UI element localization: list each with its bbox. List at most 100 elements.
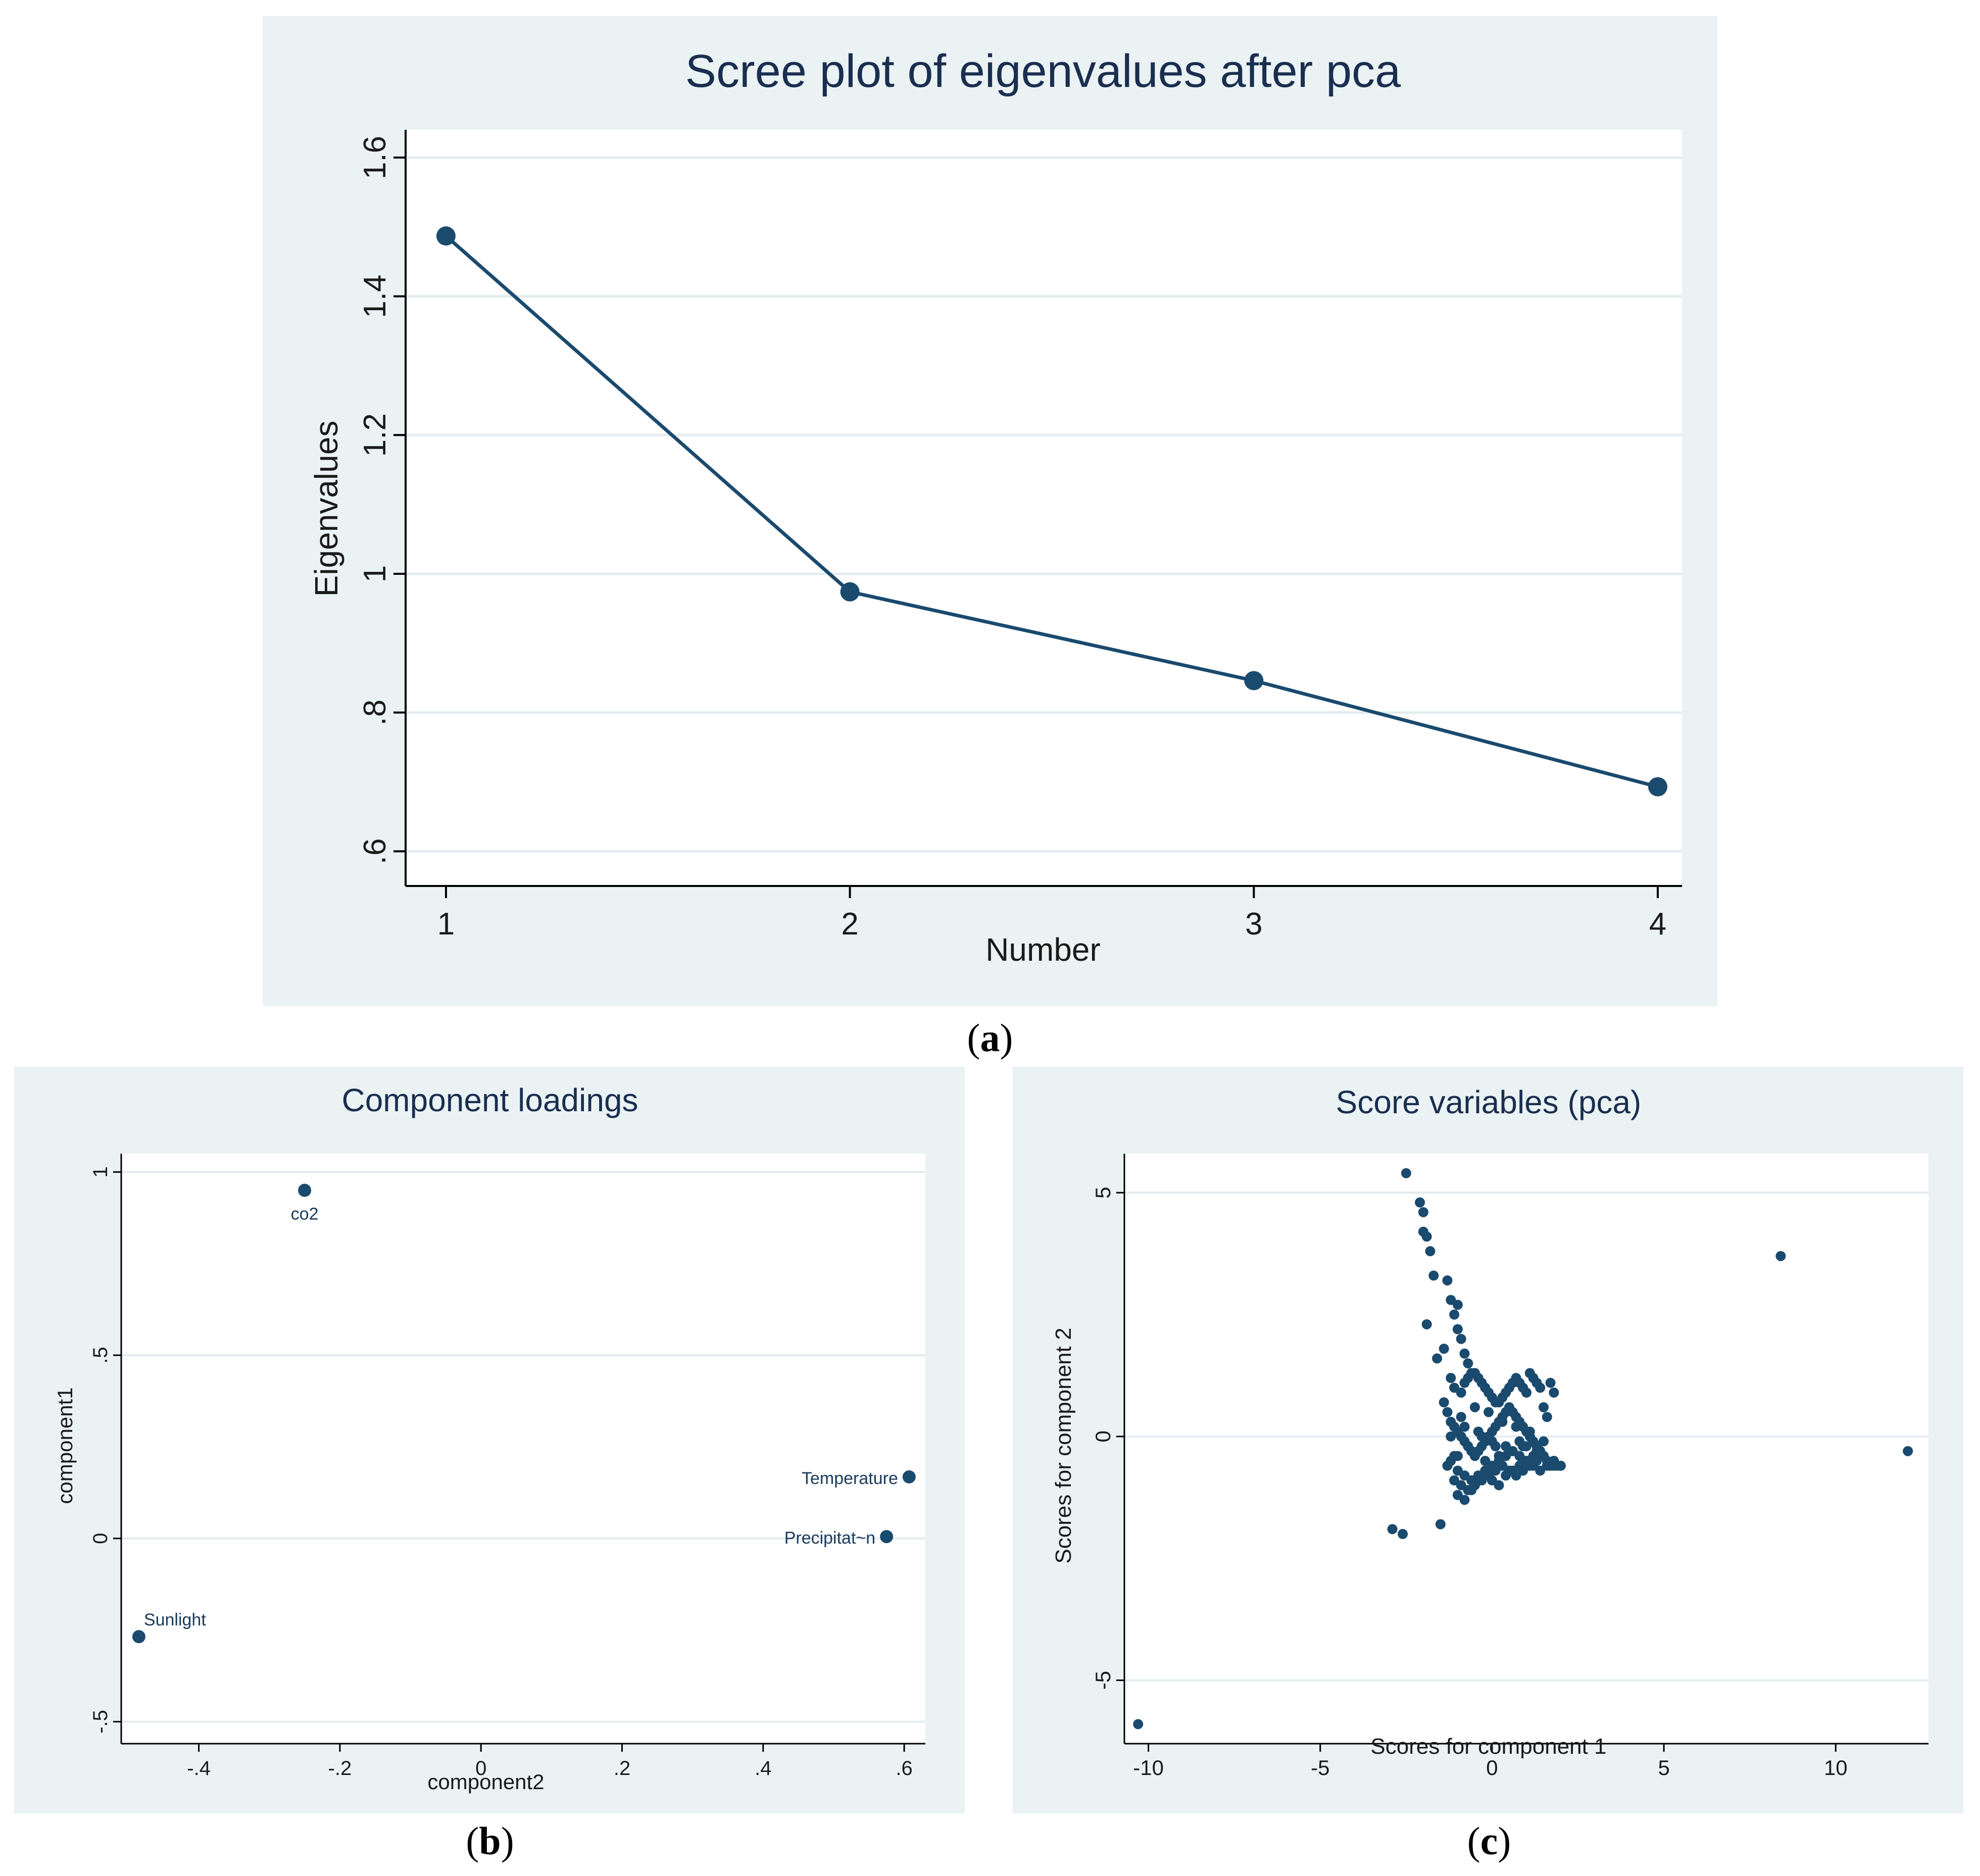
scree-series-line [444, 234, 1658, 788]
score-point [1439, 1344, 1449, 1354]
scree-plot-xlabel: Number [985, 931, 1101, 968]
score-point [1507, 1446, 1518, 1456]
loading-point [298, 1183, 312, 1197]
loadings-xtick-label: .6 [896, 1757, 912, 1780]
score-point [1466, 1485, 1477, 1496]
score-point [1425, 1246, 1435, 1257]
score-point [1452, 1324, 1463, 1335]
score-point [1401, 1168, 1411, 1178]
score-point [1473, 1426, 1483, 1437]
loading-point-label: Sunlight [144, 1610, 206, 1630]
score-point [1535, 1383, 1546, 1393]
loadings-ytick-label: -.5 [89, 1710, 112, 1734]
score-point [1446, 1373, 1456, 1384]
score-point [1903, 1446, 1913, 1456]
scree-plot-title: Scree plot of eigenvalues after pca [685, 45, 1401, 97]
score-point [1466, 1446, 1477, 1456]
loadings-xtick-label: .4 [755, 1757, 771, 1780]
loading-point-label: Temperature [802, 1469, 898, 1488]
scree-ytick-label: .8 [358, 700, 392, 726]
loadings-xtick-label: -.2 [328, 1757, 352, 1780]
score-point [1439, 1397, 1449, 1408]
scores-ytick-label: -5 [1091, 1671, 1115, 1690]
score-point [1421, 1319, 1432, 1329]
scree-xtick-label: 3 [1245, 907, 1262, 942]
loading-point-label: co2 [291, 1205, 319, 1224]
loadings-title: Component loadings [341, 1082, 638, 1118]
score-point [1456, 1412, 1466, 1422]
score-point [1521, 1387, 1531, 1398]
scores-title: Score variables (pca) [1336, 1084, 1642, 1120]
scree-ytick-label: 1.2 [358, 413, 392, 457]
scores-panel: Score variables (pca) -5 0 5 -10 -5 0 5 10 Scor… [1013, 1067, 1963, 1813]
score-point [1494, 1451, 1504, 1461]
loadings-xtick-label: .2 [614, 1757, 630, 1780]
scree-point [840, 582, 860, 602]
scree-xtick-label: 2 [841, 907, 858, 942]
score-point [1497, 1416, 1508, 1427]
score-point [1133, 1719, 1144, 1730]
score-point [1456, 1387, 1466, 1398]
scores-xlabel: Scores for component 1 [1370, 1734, 1606, 1759]
scree-ytick-label: 1 [358, 565, 392, 582]
scree-plot-panel: Scree plot of eigenvalues after pca .6 .8… [263, 16, 1717, 1006]
score-point [1418, 1207, 1428, 1217]
score-point [1542, 1412, 1552, 1422]
score-point [1494, 1480, 1504, 1491]
score-point [1387, 1524, 1398, 1535]
score-point [1775, 1251, 1786, 1261]
loadings-ytick-label: 0 [89, 1533, 112, 1544]
score-point [1459, 1421, 1470, 1432]
score-point [1446, 1431, 1456, 1442]
score-point [1469, 1402, 1480, 1412]
score-point [1442, 1407, 1453, 1417]
score-point [1432, 1353, 1443, 1364]
scree-xtick-label: 4 [1649, 907, 1666, 942]
score-point [1459, 1348, 1470, 1359]
score-point [1421, 1231, 1432, 1242]
loading-point [902, 1470, 916, 1484]
scree-ytick-label: 1.6 [358, 136, 392, 179]
score-point [1435, 1519, 1446, 1529]
score-point [1480, 1456, 1491, 1466]
scree-plot-ylabel: Eigenvalues [308, 421, 344, 597]
score-point [1487, 1436, 1497, 1447]
score-point [1524, 1426, 1535, 1437]
score-point [1452, 1451, 1463, 1461]
score-point [1456, 1334, 1466, 1344]
scores-xtick-label: 10 [1824, 1756, 1848, 1780]
scores-xtick-label: 5 [1658, 1756, 1669, 1780]
loadings-xlabel: component2 [427, 1770, 544, 1794]
score-point [1521, 1441, 1531, 1452]
score-point [1539, 1402, 1549, 1412]
caption-a: (a) [967, 1016, 1013, 1060]
scores-xtick-label: 0 [1486, 1756, 1498, 1780]
scree-plot-svg: Scree plot of eigenvalues after pca .6 .8… [308, 45, 1682, 968]
score-point [1549, 1460, 1559, 1471]
score-point [1449, 1309, 1460, 1320]
loadings-plot-area [121, 1154, 925, 1744]
score-point [1535, 1446, 1546, 1456]
scores-xtick-label: -10 [1133, 1756, 1164, 1780]
loadings-xtick-label: 0 [475, 1757, 486, 1780]
caption-b: (b) [466, 1819, 514, 1863]
loading-point-label: Precipitat~n [784, 1528, 876, 1548]
loading-point [880, 1530, 894, 1544]
score-point [1398, 1528, 1408, 1539]
score-point [1428, 1270, 1439, 1281]
score-point [1511, 1421, 1521, 1432]
loading-point [132, 1630, 145, 1644]
score-point [1463, 1358, 1473, 1369]
score-point [1459, 1495, 1470, 1505]
loadings-panel: Component loadings co2 Temperature Precipi… [14, 1067, 965, 1813]
scores-ylabel: Scores for component 2 [1051, 1327, 1076, 1563]
scree-point [1648, 777, 1668, 797]
loadings-ylabel: component1 [53, 1387, 77, 1504]
scree-point [436, 226, 456, 246]
loadings-xtick-label: -.4 [187, 1757, 211, 1780]
scree-ytick-label: .6 [358, 838, 392, 864]
scores-xtick-label: -5 [1311, 1756, 1329, 1780]
loadings-ytick-label: 1 [89, 1166, 112, 1177]
score-point [1545, 1377, 1556, 1388]
score-point [1539, 1436, 1549, 1447]
